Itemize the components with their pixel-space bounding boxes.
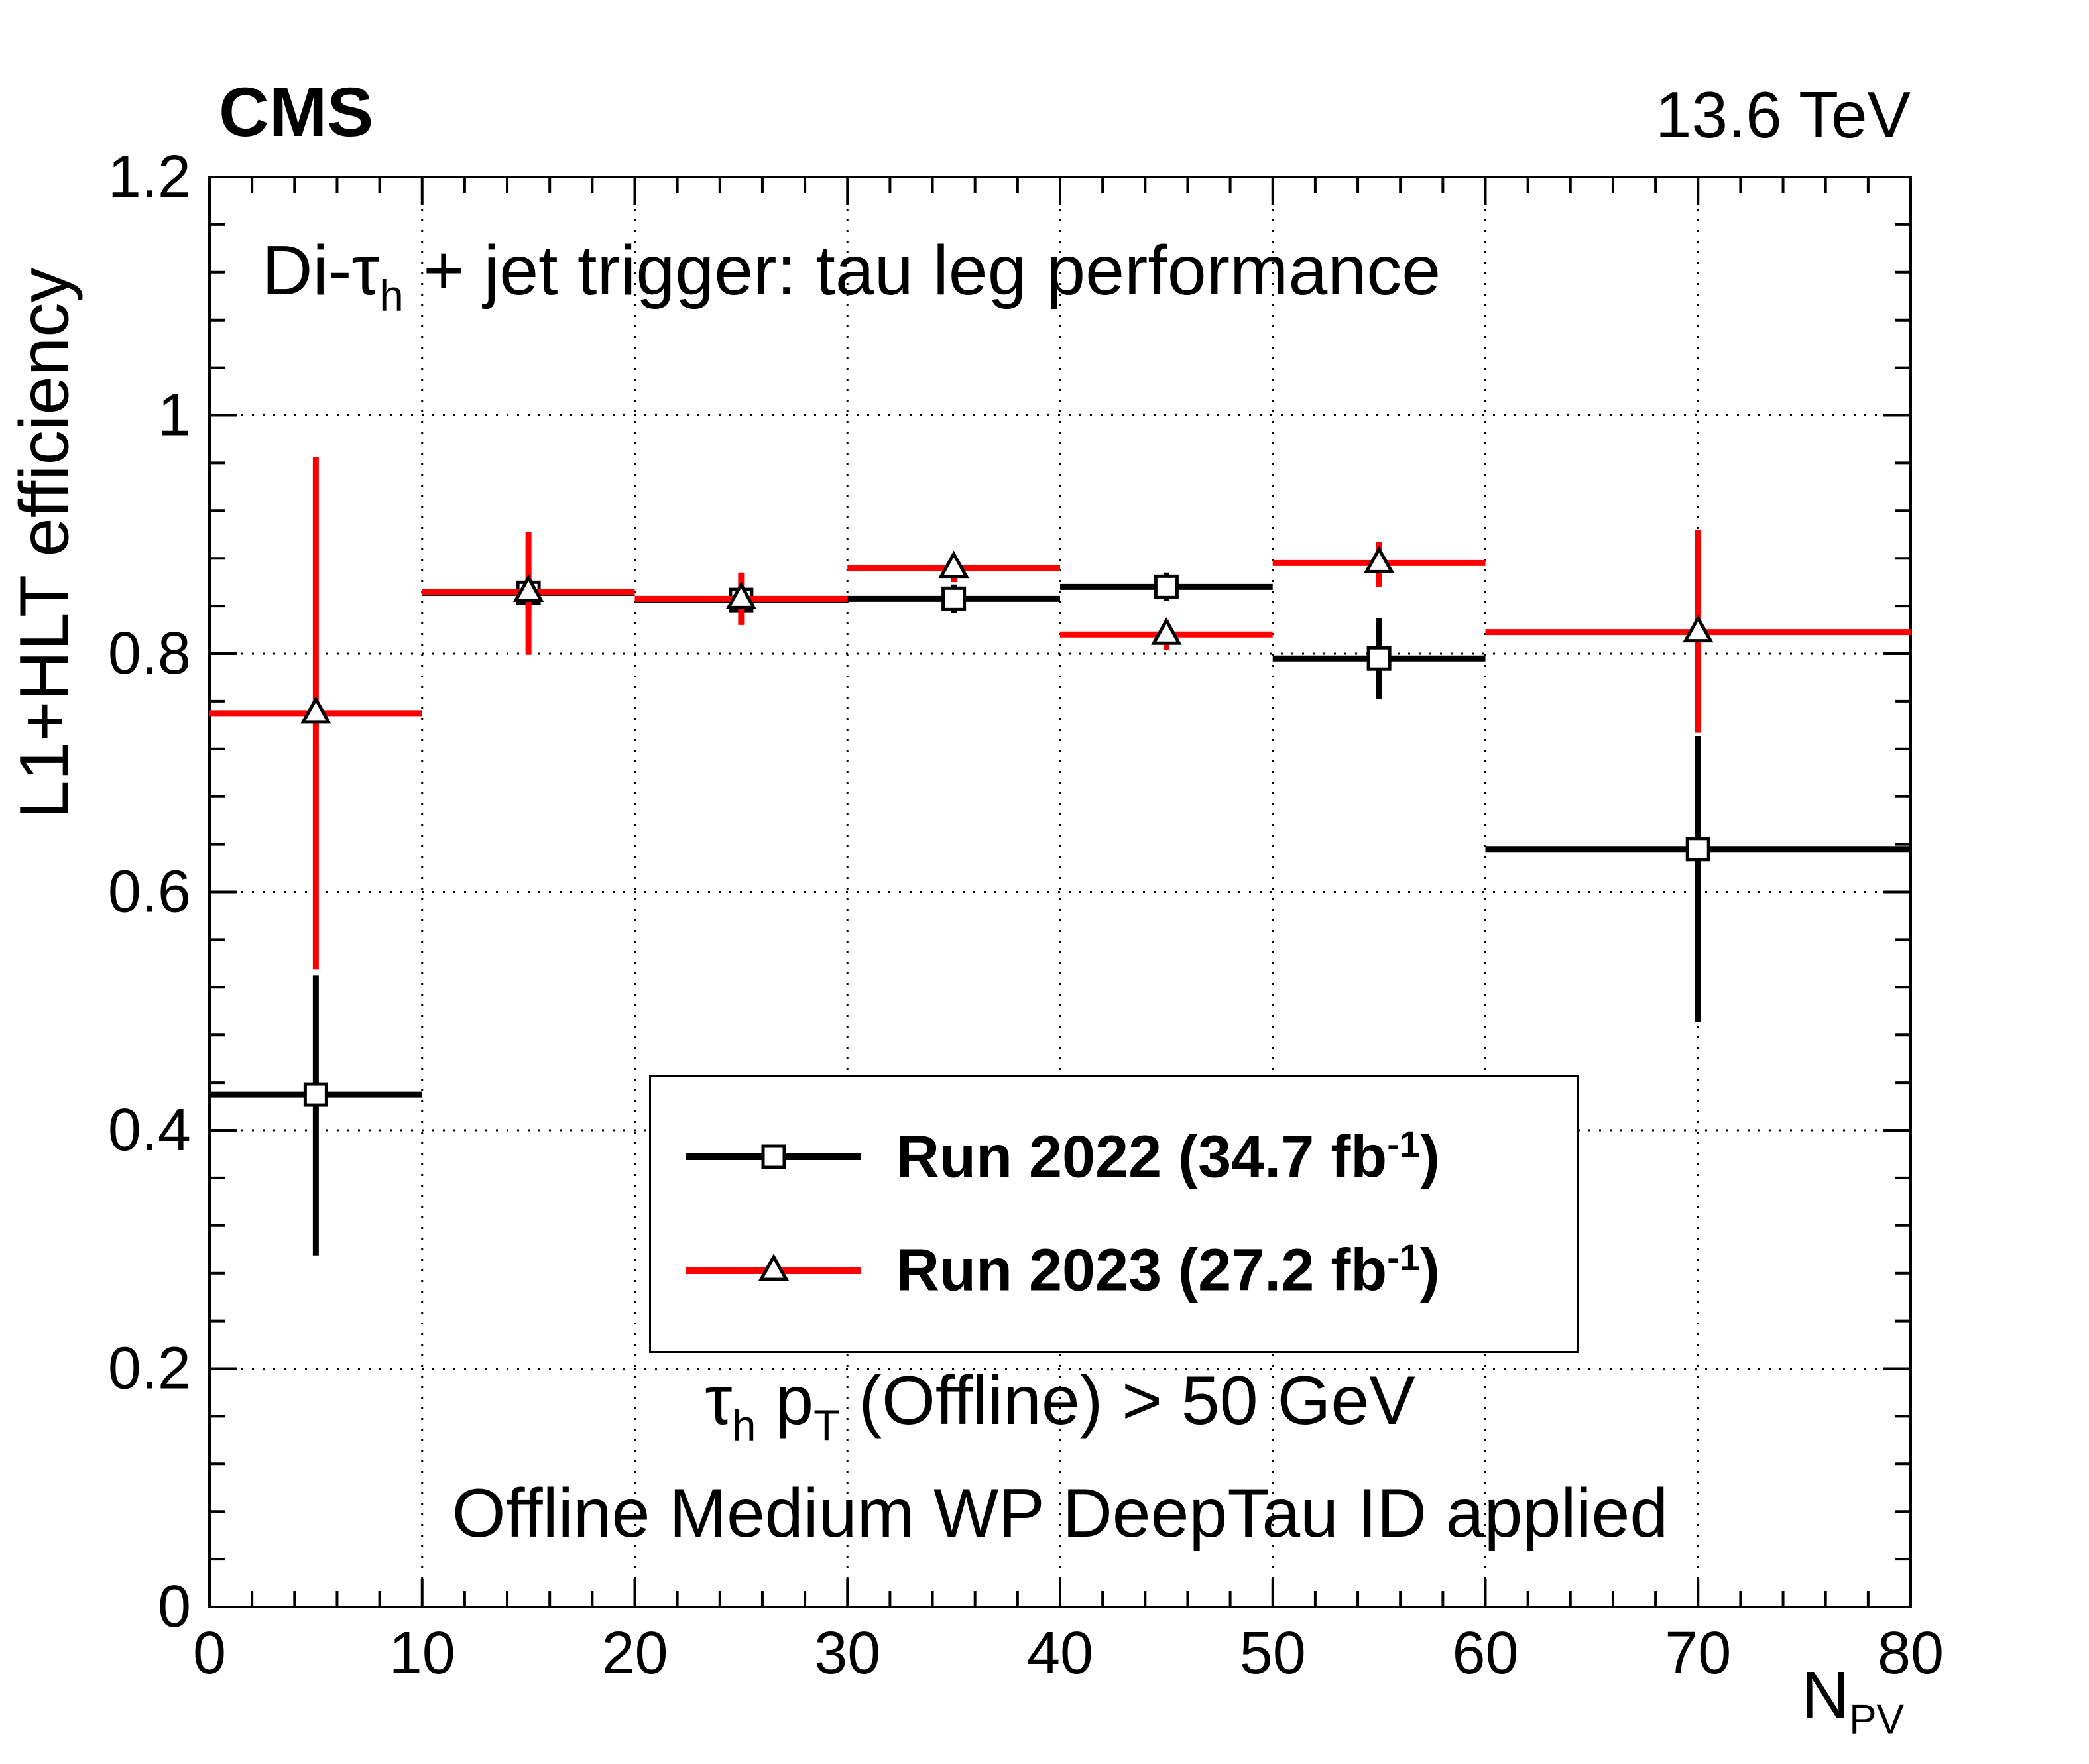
- x-tick-label: 10: [389, 1620, 455, 1686]
- x-tick-label: 20: [601, 1620, 668, 1686]
- plot-title-post: + jet trigger: tau leg performance: [403, 231, 1441, 310]
- legend-label-run2022-sup: -1: [1387, 1122, 1420, 1165]
- y-tick-label: 0.6: [108, 859, 191, 925]
- annotation-cut-value: (Offline) > 50 GeV: [839, 1362, 1415, 1439]
- data-marker-triangle: [725, 581, 757, 609]
- plot-title-pre: Di-τ: [262, 231, 380, 310]
- legend: Run 2022 (34.7 fb-1) Run 2023 (27.2 fb-1…: [649, 1075, 1579, 1353]
- data-marker-square: [1366, 646, 1392, 671]
- experiment-label: CMS: [219, 74, 374, 151]
- data-marker-square: [941, 586, 967, 611]
- annotation-deeptau-id: Offline Medium WP DeepTau ID applied: [451, 1475, 1669, 1552]
- y-tick-label: 0.2: [108, 1336, 191, 1402]
- y-axis-title: L1+HLT efficiency: [5, 267, 84, 819]
- legend-label-run2023-close: ): [1419, 1238, 1440, 1305]
- legend-label-run2022-text: Run 2022 (34.7 fb: [896, 1124, 1388, 1191]
- plot-frame: [208, 176, 1912, 1608]
- x-axis-title-main: N: [1801, 1658, 1850, 1732]
- data-marker-triangle: [1151, 617, 1182, 645]
- y-tick-label: 0.8: [108, 620, 191, 687]
- data-marker-square: [761, 1144, 786, 1169]
- data-marker-triangle: [300, 695, 331, 724]
- legend-label-run2023-text: Run 2023 (27.2 fb: [896, 1238, 1388, 1305]
- x-tick-label: 80: [1878, 1620, 1944, 1686]
- plot-title-sub: h: [379, 271, 404, 320]
- legend-label-run2022: Run 2022 (34.7 fb-1): [896, 1124, 1440, 1191]
- legend-label-run2023: Run 2023 (27.2 fb-1): [896, 1237, 1440, 1304]
- x-tick-label: 50: [1240, 1620, 1306, 1686]
- legend-entry-run2023: Run 2023 (27.2 fb-1): [681, 1237, 1577, 1304]
- legend-entry-run2022: Run 2022 (34.7 fb-1): [681, 1124, 1577, 1191]
- energy-label: 13.6 TeV: [1655, 78, 1911, 151]
- annotation-tau-sub: h: [732, 1401, 756, 1450]
- annotation-pt-cut: τh pT (Offline) > 50 GeV: [209, 1363, 1911, 1449]
- x-tick-label: 40: [1027, 1620, 1093, 1686]
- data-marker-square: [1154, 574, 1179, 599]
- data-marker-triangle: [758, 1253, 790, 1281]
- x-axis-title: NPV: [1801, 1659, 1904, 1743]
- x-tick-label: 30: [814, 1620, 880, 1686]
- legend-sample-run2023-icon: [686, 1253, 861, 1281]
- data-marker-triangle: [1363, 546, 1395, 573]
- data-marker-triangle: [1682, 615, 1714, 643]
- data-marker-square: [1685, 837, 1710, 862]
- y-tick-label: 1.2: [108, 144, 191, 210]
- data-marker-square: [303, 1082, 328, 1107]
- y-tick-label: 0.4: [108, 1097, 191, 1163]
- plot-title: Di-τh + jet trigger: tau leg performance: [262, 232, 1441, 320]
- x-tick-label: 70: [1665, 1620, 1731, 1686]
- data-marker-triangle: [512, 574, 544, 603]
- x-tick-label: 0: [193, 1620, 226, 1686]
- legend-label-run2023-sup: -1: [1387, 1236, 1420, 1279]
- x-tick-label: 60: [1452, 1620, 1518, 1686]
- legend-label-run2022-close: ): [1419, 1124, 1440, 1191]
- data-marker-triangle: [938, 550, 969, 579]
- annotation-pt-sub: T: [813, 1401, 840, 1450]
- annotation-tau: τ: [705, 1362, 733, 1439]
- legend-sample-run2022-icon: [686, 1144, 861, 1169]
- annotation-pt: p: [756, 1362, 814, 1439]
- y-tick-label: 1: [158, 382, 191, 449]
- x-axis-title-sub: PV: [1849, 1696, 1904, 1743]
- y-tick-label: 0: [158, 1574, 191, 1640]
